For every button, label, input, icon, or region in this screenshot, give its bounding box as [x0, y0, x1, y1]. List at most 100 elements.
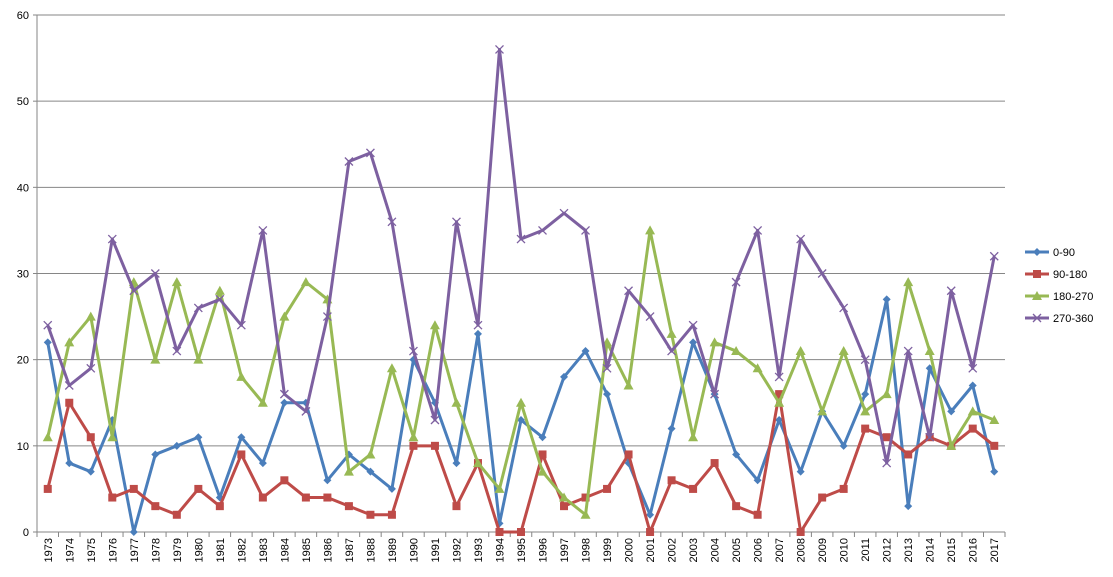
data-point [171, 277, 182, 287]
x-tick-label: 2000 [624, 538, 636, 562]
data-point [538, 225, 547, 235]
data-point [236, 371, 247, 381]
data-point [43, 320, 53, 330]
x-tick-label: 2012 [882, 538, 894, 562]
data-point [968, 381, 977, 390]
data-point [323, 476, 332, 485]
data-point [107, 234, 117, 244]
x-tick-label: 2015 [946, 538, 958, 562]
data-point [882, 295, 891, 304]
data-point [882, 433, 891, 442]
data-point [280, 398, 289, 407]
data-point [645, 312, 655, 322]
data-point [774, 397, 785, 407]
data-point [85, 311, 96, 321]
data-point [366, 510, 375, 519]
x-tick-label: 1999 [602, 538, 614, 562]
data-point [64, 337, 75, 347]
data-point [258, 459, 267, 468]
x-tick-label: 1997 [559, 538, 571, 562]
legend-label: 0-90 [1053, 247, 1075, 259]
legend-marker [1032, 291, 1042, 300]
legend-marker [1033, 270, 1041, 278]
x-tick-label: 1988 [365, 538, 377, 562]
data-point [710, 389, 720, 399]
x-axis-ticks: 1973 1974 1975 1976 1977 1978 1979 1980 1981 1982… [36, 532, 1006, 562]
data-point [129, 286, 139, 296]
data-point [129, 528, 138, 536]
data-point [860, 355, 870, 365]
data-point [796, 528, 805, 536]
data-point [839, 441, 848, 450]
data-point [430, 441, 439, 450]
data-point [559, 208, 569, 218]
data-point [516, 397, 526, 407]
series-line [46, 392, 996, 534]
data-point [172, 441, 181, 450]
x-tick-label: 1986 [322, 538, 334, 562]
data-point [300, 277, 311, 287]
data-point [65, 398, 74, 407]
legend-label: 270-360 [1053, 313, 1093, 325]
data-point [237, 450, 246, 459]
y-tick-label: 0 [23, 527, 29, 539]
series-lines [42, 45, 1000, 536]
x-tick-label: 1996 [538, 538, 550, 562]
data-point [903, 346, 913, 356]
data-point [472, 458, 483, 468]
data-point [839, 303, 849, 313]
data-point [967, 406, 978, 416]
y-tick-label: 20 [17, 355, 29, 367]
x-tick-label: 1980 [193, 538, 205, 562]
data-point [688, 432, 699, 442]
data-point [172, 510, 181, 519]
x-tick-label: 2002 [667, 538, 679, 562]
legend-item: 270-360 [1025, 313, 1093, 325]
data-point [43, 484, 52, 493]
data-point [517, 415, 525, 424]
data-point [387, 484, 396, 493]
x-tick-label: 1991 [430, 538, 442, 562]
data-point [839, 484, 848, 493]
data-point [688, 320, 698, 330]
data-point [602, 363, 612, 373]
data-point [603, 390, 612, 399]
data-point [623, 380, 634, 390]
data-point [386, 363, 397, 373]
data-point [667, 424, 676, 433]
x-tick-label: 1987 [344, 538, 356, 562]
data-point [795, 346, 806, 356]
x-tick-label: 1995 [516, 538, 528, 562]
x-tick-label: 1979 [172, 538, 184, 562]
data-point [946, 440, 957, 450]
data-point [990, 441, 999, 450]
data-point [301, 493, 310, 502]
x-tick-label: 1976 [107, 538, 119, 562]
data-point [796, 234, 806, 244]
data-point [775, 390, 784, 399]
data-point [752, 363, 763, 373]
y-tick-label: 50 [17, 96, 29, 108]
data-point [387, 217, 397, 227]
data-point [581, 225, 590, 235]
data-point [365, 449, 376, 459]
data-point [322, 312, 332, 322]
data-point [64, 381, 74, 390]
x-tick-label: 2007 [774, 538, 786, 562]
data-point [753, 476, 762, 485]
data-point [408, 346, 418, 356]
y-tick-label: 30 [17, 269, 29, 281]
legend-label: 180-270 [1053, 291, 1093, 303]
data-point [990, 467, 999, 476]
data-point [666, 328, 677, 338]
data-point [774, 372, 784, 382]
y-axis-ticks: 0 10 20 30 40 50 60 [17, 10, 37, 539]
data-point [151, 450, 160, 459]
data-point [194, 484, 203, 493]
data-point [215, 502, 224, 511]
x-tick-label: 1978 [150, 538, 162, 562]
data-point [968, 363, 978, 373]
x-tick-label: 2014 [925, 538, 937, 562]
data-point [150, 269, 160, 278]
x-tick-label: 1985 [301, 538, 313, 562]
